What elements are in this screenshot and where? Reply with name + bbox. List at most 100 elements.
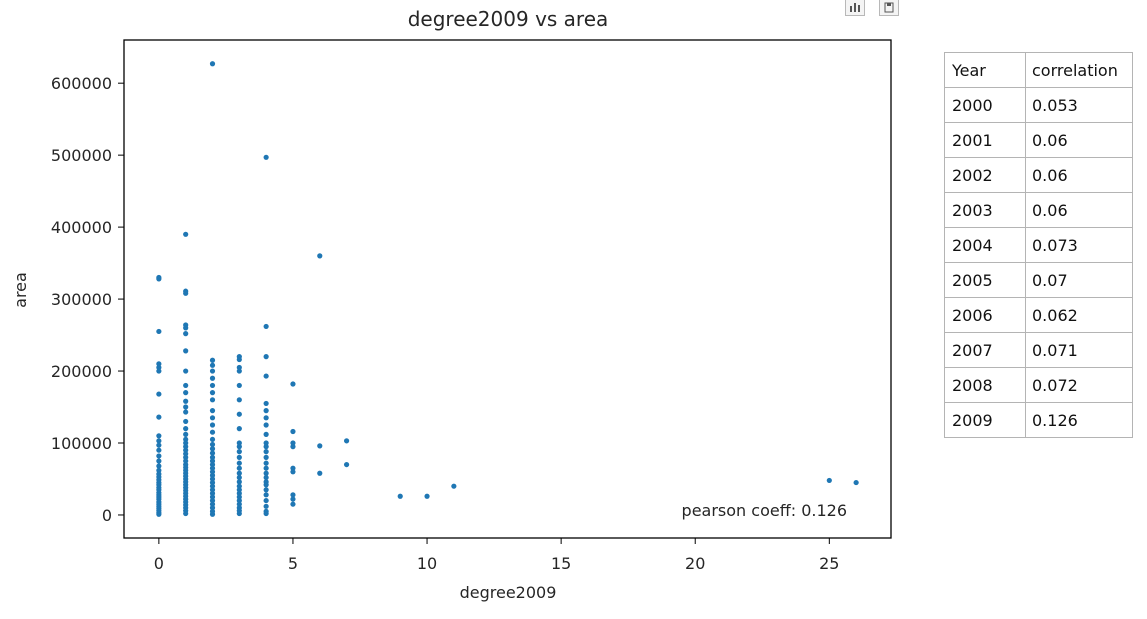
x-axis-label: degree2009 [460, 583, 557, 602]
data-point [209, 472, 216, 478]
pearson-annotation: pearson coeff: 0.126 [682, 501, 847, 520]
data-point [317, 253, 323, 259]
correlation-cell: 0.126 [1025, 402, 1133, 438]
y-axis-label: area [11, 272, 30, 308]
data-point [209, 476, 216, 482]
data-point [263, 449, 269, 455]
data-point [156, 364, 162, 371]
data-point [183, 451, 189, 457]
year-cell: 2005 [944, 262, 1026, 298]
data-point [343, 461, 350, 468]
year-cell: 2000 [944, 87, 1026, 123]
data-point [290, 465, 296, 471]
data-point [183, 418, 189, 425]
data-point [209, 501, 216, 507]
data-point [156, 361, 162, 367]
data-point [236, 397, 242, 403]
data-point [209, 368, 216, 374]
data-point [290, 501, 296, 507]
data-point [183, 325, 189, 331]
data-point [263, 465, 269, 471]
data-point [156, 442, 162, 448]
x-tick-label: 0 [154, 554, 164, 573]
table-header-correlation: correlation [1025, 52, 1133, 88]
data-point [209, 458, 216, 464]
data-point [156, 391, 162, 397]
table-row: 2002 0.06 [944, 157, 1133, 193]
data-point [263, 503, 269, 509]
x-tick-label: 20 [685, 554, 705, 573]
correlation-cell: 0.06 [1025, 157, 1133, 193]
table-header-row: Year correlation [944, 52, 1133, 88]
year-cell: 2004 [944, 227, 1026, 263]
x-tick-label: 15 [551, 554, 571, 573]
data-point [209, 408, 216, 414]
data-point [236, 487, 242, 493]
data-point [236, 382, 242, 389]
data-point [397, 493, 403, 499]
year-cell: 2002 [944, 157, 1026, 193]
data-point [156, 511, 162, 517]
data-point [236, 440, 242, 446]
data-point [183, 409, 189, 415]
y-tick-label: 500000 [51, 146, 112, 165]
data-point [236, 364, 242, 371]
data-point [209, 422, 216, 428]
year-cell: 2009 [944, 402, 1026, 438]
data-point [156, 368, 162, 374]
data-point [156, 453, 162, 459]
data-point [183, 431, 189, 437]
data-point [236, 460, 242, 466]
table-row: 2009 0.126 [944, 402, 1133, 438]
correlation-table: Year correlation 2000 0.053 2001 0.06 2002 0.… [944, 52, 1133, 438]
data-point [156, 467, 162, 473]
year-cell: 2007 [944, 332, 1026, 368]
data-point [290, 469, 296, 475]
data-point [290, 496, 296, 502]
data-point [183, 348, 189, 354]
table-header-year: Year [944, 52, 1026, 88]
data-point [263, 510, 269, 517]
scatter-points [156, 61, 859, 517]
data-point [236, 510, 242, 517]
data-point [183, 440, 189, 446]
save-icon[interactable] [879, 0, 899, 16]
data-point [209, 357, 216, 363]
data-point [183, 436, 189, 443]
data-point [290, 440, 296, 446]
data-point [183, 444, 189, 450]
data-point [236, 454, 242, 460]
data-point [209, 461, 216, 468]
year-cell: 2006 [944, 297, 1026, 333]
data-point [183, 290, 189, 296]
table-row: 2000 0.053 [944, 87, 1133, 123]
x-tick-label: 10 [417, 554, 437, 573]
data-point [209, 483, 216, 489]
y-axis: 0 100000 200000 300000 400000 500000 600000 [51, 74, 124, 525]
data-point [263, 408, 269, 414]
data-point [209, 429, 216, 435]
data-point [209, 469, 216, 475]
year-cell: 2003 [944, 192, 1026, 228]
data-point [183, 231, 189, 237]
data-point [263, 415, 269, 421]
data-point [209, 490, 216, 496]
scatter-chart: degree2009 vs area 0 5 10 15 20 25 0 100000 200… [11, 7, 892, 602]
data-point [853, 479, 859, 486]
data-point [183, 404, 189, 410]
data-point [236, 501, 242, 507]
data-point [209, 497, 216, 504]
table-row: 2007 0.071 [944, 332, 1133, 368]
data-point [263, 444, 269, 450]
data-point [317, 443, 323, 449]
data-point [183, 398, 189, 404]
data-point [156, 447, 162, 453]
table-row: 2006 0.062 [944, 297, 1133, 333]
y-tick-label: 100000 [51, 434, 112, 453]
correlation-cell: 0.06 [1025, 122, 1133, 158]
correlation-cell: 0.053 [1025, 87, 1133, 123]
data-point [263, 470, 269, 476]
bar-chart-icon[interactable] [845, 0, 865, 16]
data-point [263, 354, 269, 360]
data-point [263, 323, 269, 330]
